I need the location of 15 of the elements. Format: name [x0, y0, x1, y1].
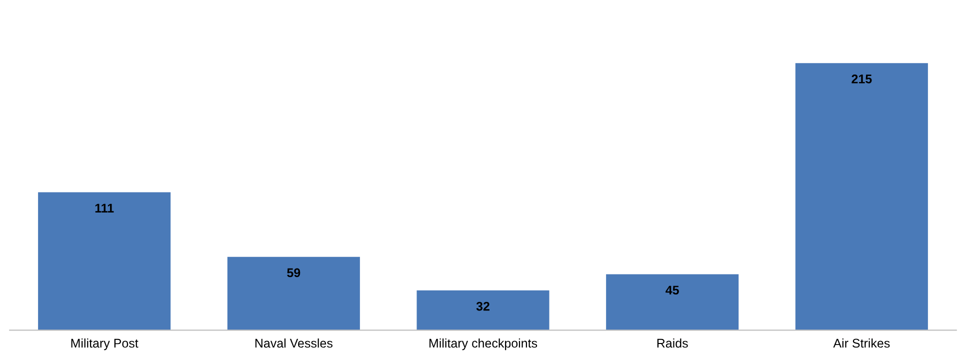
x-tick-label: Raids: [657, 338, 688, 348]
bar: [606, 274, 739, 330]
bar: [227, 256, 360, 330]
x-tick-label: Military checkpoints: [429, 338, 538, 350]
data-label: 111: [95, 204, 114, 212]
x-tick-label: Naval Vessles: [255, 338, 332, 348]
bar: [416, 290, 550, 330]
data-label: 215: [852, 74, 872, 84]
data-label: 45: [666, 286, 679, 295]
data-label: 32: [476, 302, 490, 311]
data-label: 59: [287, 268, 300, 278]
x-tick-label: Military Post: [71, 338, 138, 350]
x-tick-label: Air Strikes: [833, 338, 890, 348]
bar: [38, 192, 171, 330]
bar: [795, 63, 928, 330]
